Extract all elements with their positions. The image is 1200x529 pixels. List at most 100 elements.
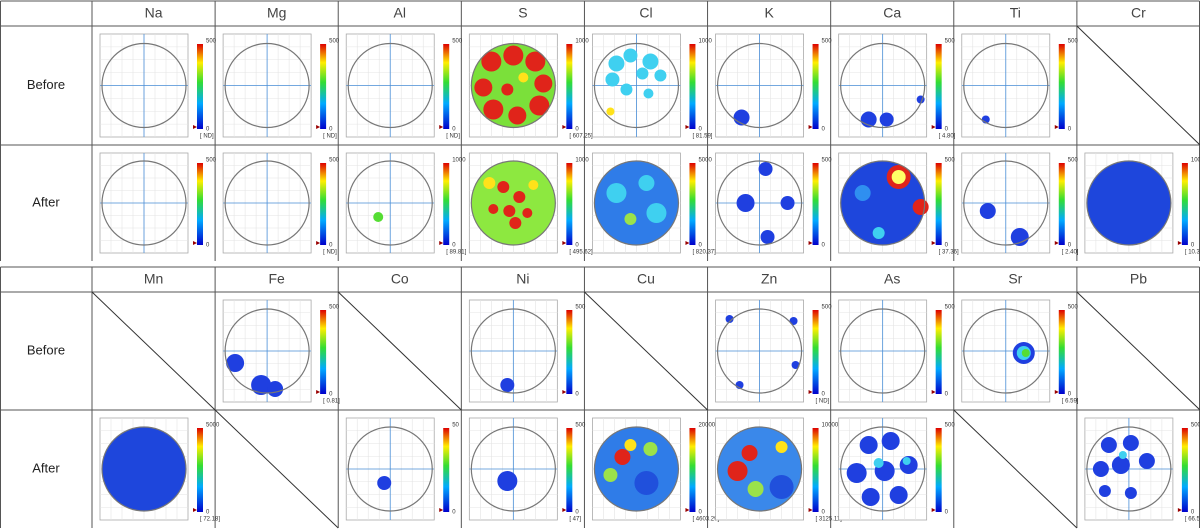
empty-cell-diagonal [91, 291, 216, 411]
map-blob [518, 72, 529, 83]
column-header: Mg [267, 5, 286, 21]
map-blob [881, 432, 900, 450]
colorbar [1058, 310, 1065, 394]
colorbar [320, 310, 327, 394]
map-boundary [963, 42, 1049, 129]
map-blob [791, 361, 800, 369]
map-blob [1122, 435, 1139, 451]
element-map: 1000 0[ 81.59] [592, 33, 713, 140]
map-fill [1086, 161, 1171, 245]
colorbar-max: 500 [945, 158, 956, 164]
map-boundary [101, 160, 187, 246]
element-map: 500 0[ ND] [99, 33, 217, 140]
element-map: 500 0[ 47] [468, 417, 586, 523]
element-map: 500 0[ 66.58] [1084, 417, 1200, 523]
colorbar-max: 500 [329, 39, 340, 45]
column-header: Na [145, 5, 163, 21]
colorbar [1181, 163, 1188, 245]
colorbar [812, 428, 819, 512]
element-map: 500 0[ ND] [715, 299, 832, 405]
map-boundary [840, 42, 926, 129]
colorbar-marker [193, 125, 197, 129]
element-map: 5000 0[ 820.37] [592, 152, 716, 256]
colorbar-min: 0 [1191, 243, 1195, 249]
map-blob [481, 51, 502, 72]
concentration-note: [ 10.37] [1185, 250, 1200, 256]
colorbar-min: 0 [206, 243, 210, 249]
column-header: Ti [1010, 5, 1021, 21]
map-boundary [224, 42, 310, 129]
map-blob [377, 476, 392, 490]
element-map: 500 0 [99, 152, 217, 254]
map-blob [1124, 487, 1137, 499]
map-blob [979, 203, 996, 219]
element-map: 500 0 [838, 299, 955, 403]
column-header: Mn [144, 271, 163, 287]
map-blob [624, 213, 637, 225]
concentration-note: [ 72.18] [200, 517, 220, 523]
map-boundary [716, 160, 803, 246]
colorbar-min: 0 [452, 243, 456, 249]
colorbar [320, 163, 327, 245]
colorbar-min: 0 [822, 127, 826, 133]
element-map: 500 0 [715, 33, 833, 138]
colorbar [443, 44, 450, 129]
colorbar-max: 1000 [575, 158, 589, 164]
map-blob [769, 475, 794, 499]
colorbar-marker [316, 125, 321, 129]
map-boundary [840, 308, 926, 394]
colorbar-marker [1054, 125, 1059, 129]
column-header: Zn [761, 271, 777, 287]
colorbar-marker [1177, 508, 1182, 512]
concentration-note: [ 66.58] [1185, 517, 1200, 523]
colorbar-max: 500 [1068, 158, 1079, 164]
colorbar-max: 500 [822, 158, 833, 164]
colorbar [689, 428, 696, 512]
column-header: Cu [637, 271, 655, 287]
map-boundary [840, 426, 926, 512]
colorbar-min: 0 [452, 127, 456, 133]
colorbar [443, 163, 450, 245]
map-blob [529, 95, 550, 116]
map-blob [226, 354, 245, 372]
colorbar-min: 0 [575, 127, 579, 133]
colorbar-min: 0 [575, 243, 579, 249]
map-boundary [593, 426, 680, 512]
map-blob [861, 488, 880, 506]
element-map: 1000 0[ 495.62] [468, 152, 593, 256]
colorbar-min: 0 [575, 392, 579, 398]
colorbar-min: 0 [1068, 392, 1072, 398]
colorbar [812, 310, 819, 394]
colorbar-min: 0 [1068, 127, 1072, 133]
map-blob [727, 461, 748, 481]
colorbar-min: 0 [206, 510, 210, 516]
map-blob [501, 83, 514, 96]
colorbar-min: 0 [698, 127, 702, 133]
map-fill [594, 427, 679, 511]
column-header: Pb [1130, 271, 1147, 287]
row-label: After [32, 194, 60, 209]
element-map: 500 0[ 6.59] [961, 299, 1079, 405]
colorbar [566, 428, 573, 512]
colorbar-max: 500 [945, 39, 956, 45]
colorbar-max: 500 [822, 39, 833, 45]
concentration-note: [ 37.36] [939, 250, 959, 256]
colorbar-marker [193, 508, 197, 512]
colorbar-min: 0 [945, 392, 949, 398]
colorbar [1181, 428, 1188, 512]
map-blob [620, 83, 633, 96]
colorbar-marker [439, 508, 444, 512]
colorbar-max: 500 [575, 423, 586, 429]
empty-cell-diagonal [337, 291, 462, 411]
map-blob [623, 48, 638, 63]
colorbar [812, 44, 819, 129]
colorbar [566, 44, 573, 129]
map-blob [251, 375, 272, 395]
colorbar-marker [685, 241, 690, 245]
element-map: 1000 0[ 89.81] [345, 152, 467, 256]
empty-cell-diagonal [1076, 291, 1200, 411]
colorbar-max: 5000 [698, 158, 712, 164]
empty-cell-diagonal [584, 291, 708, 411]
map-blob [646, 203, 667, 223]
